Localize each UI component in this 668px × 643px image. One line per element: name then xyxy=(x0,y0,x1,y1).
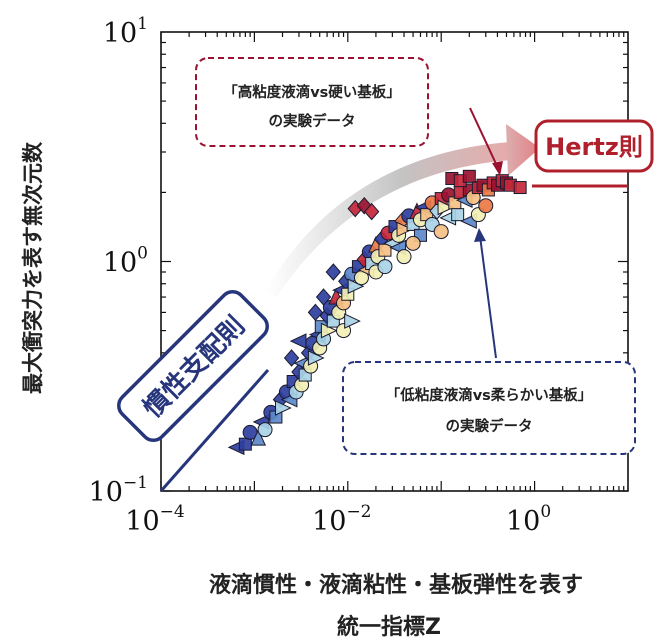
hertz-label: Hertz則 xyxy=(545,133,643,161)
bottom-annotation-box xyxy=(342,361,636,455)
x-axis-title-line1: 液滴慣性・液滴粘性・基板弾性を表す xyxy=(209,572,583,598)
data-point xyxy=(283,349,300,367)
y-axis-title: 最大衝突力を表す無次元数 xyxy=(21,141,45,394)
data-point xyxy=(378,243,392,257)
data-point xyxy=(396,249,412,265)
y-tick-label: 100 xyxy=(103,244,148,279)
data-point xyxy=(513,181,527,195)
data-point xyxy=(315,288,332,306)
data-point xyxy=(344,313,361,329)
top-box-pointer xyxy=(469,107,499,169)
top-box-line1: 「高粘度液滴vs硬い基板」 xyxy=(223,83,401,101)
y-tick-label: 10−1 xyxy=(89,473,148,508)
data-point xyxy=(363,202,380,221)
data-points xyxy=(227,169,527,456)
bottom-box-line2: の実験データ xyxy=(446,417,533,435)
bottom-box-pointer xyxy=(479,235,497,359)
trend-arrow-head xyxy=(506,124,540,176)
data-point xyxy=(437,199,455,216)
trend-arrow-body xyxy=(266,142,512,298)
data-point xyxy=(275,400,292,416)
data-point xyxy=(405,235,421,251)
data-point xyxy=(433,224,449,240)
data-point xyxy=(462,169,476,183)
x-tick-label: 100 xyxy=(506,502,551,537)
bottom-box-line1: 「低粘度液滴vs柔らかい基板」 xyxy=(386,386,593,404)
top-box-pointer-head xyxy=(492,161,503,176)
data-point xyxy=(347,278,365,295)
data-point xyxy=(377,259,393,275)
data-point xyxy=(257,422,273,438)
inertia-reference-line xyxy=(159,369,270,492)
data-point xyxy=(289,333,307,349)
data-point xyxy=(396,221,414,238)
data-point xyxy=(307,303,324,322)
data-point xyxy=(325,263,341,281)
inertia-label-box xyxy=(117,290,269,442)
hertz-label-box xyxy=(534,119,654,173)
data-point xyxy=(250,428,267,446)
x-tick-label: 10−2 xyxy=(312,502,371,537)
top-box-line2: の実験データ xyxy=(269,112,356,130)
x-tick-label: 10−4 xyxy=(125,502,184,537)
top-annotation-box xyxy=(195,57,429,147)
y-tick-label: 101 xyxy=(103,14,148,49)
bottom-box-pointer-head xyxy=(474,228,486,242)
tick-labels: 10−4 10−2 100 10−1 100 101 xyxy=(89,14,552,537)
data-point xyxy=(478,198,494,214)
data-point xyxy=(451,208,465,222)
data-point xyxy=(238,437,252,451)
x-axis-title-line2: 統一指標Z xyxy=(337,614,441,640)
